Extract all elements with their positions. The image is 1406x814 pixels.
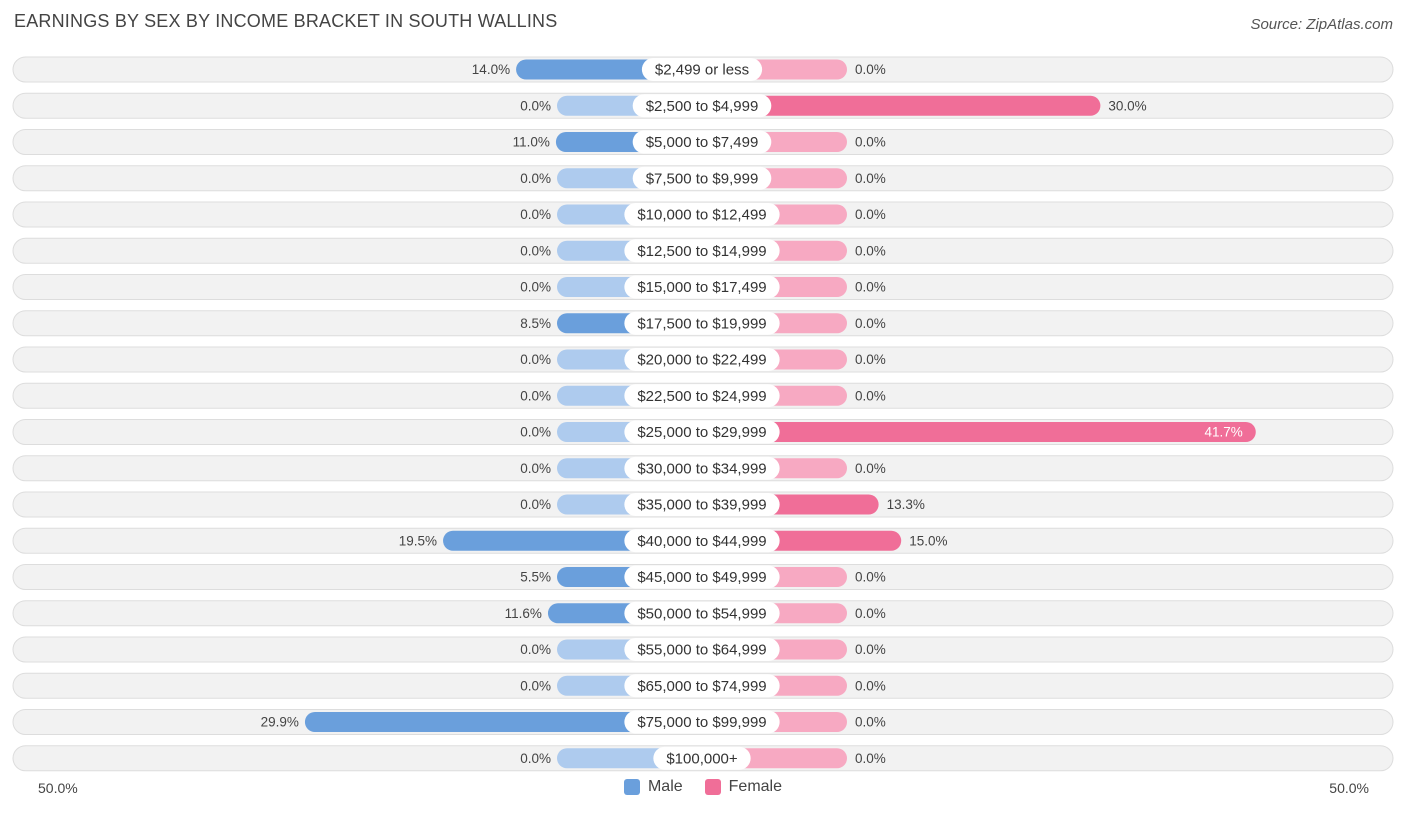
female-value-label: 0.0% [855, 461, 886, 476]
female-value-label: 0.0% [855, 352, 886, 367]
category-pill [624, 565, 780, 589]
chart-plot: $2,499 or less 14.0% 0.0% $2,500 to $4,999 0… [12, 56, 1394, 772]
female-value-label: 0.0% [855, 606, 886, 621]
category-label: $2,499 or less [655, 62, 749, 79]
legend-item-male: Male [623, 778, 683, 796]
male-value-label: 0.0% [520, 497, 551, 512]
category-pill [624, 239, 780, 263]
legend-swatch-female [704, 779, 721, 795]
female-value-label: 0.0% [855, 280, 886, 295]
category-pill [624, 348, 780, 371]
female-value-label: 0.0% [855, 207, 886, 222]
category-label: $50,000 to $54,999 [637, 605, 766, 622]
male-value-label: 0.0% [520, 642, 551, 657]
category-pill [624, 456, 780, 480]
category-pill [632, 94, 772, 118]
male-value-label: 5.5% [520, 570, 551, 585]
male-value-label: 19.5% [399, 533, 437, 548]
category-label: $100,000+ [666, 750, 738, 767]
axis-right-label: 50.0% [1329, 780, 1369, 796]
category-label: $30,000 to $34,999 [637, 460, 766, 477]
female-value-label: 15.0% [909, 533, 947, 548]
female-value-label: 0.0% [855, 715, 886, 730]
category-pill [624, 529, 780, 553]
source-label: Source: ZipAtlas.com [1250, 16, 1393, 33]
female-value-label: 0.0% [855, 678, 886, 693]
category-pill [624, 275, 780, 299]
male-value-label: 0.0% [520, 461, 551, 476]
female-value-label: 0.0% [855, 316, 886, 331]
male-value-label: 0.0% [520, 171, 551, 186]
female-value-label: 0.0% [855, 171, 886, 186]
female-value-label: 30.0% [1108, 98, 1146, 113]
male-value-label: 0.0% [520, 352, 551, 367]
male-value-label: 11.6% [505, 606, 542, 621]
female-bar [702, 422, 1256, 442]
category-pill [624, 601, 780, 625]
category-label: $15,000 to $17,499 [637, 279, 766, 296]
legend-label-female: Female [728, 778, 783, 795]
category-label: $5,000 to $7,499 [646, 134, 759, 151]
category-pill [624, 493, 780, 516]
category-pill [624, 710, 780, 734]
category-label: $75,000 to $99,999 [637, 714, 766, 731]
category-label: $2,500 to $4,999 [646, 98, 759, 115]
legend: Male Female [0, 778, 1406, 796]
male-value-label: 0.0% [520, 98, 551, 113]
female-bar [702, 95, 1101, 116]
female-value-label: 0.0% [855, 751, 886, 766]
female-value-label: 0.0% [855, 62, 886, 77]
category-label: $35,000 to $39,999 [637, 497, 766, 514]
female-value-label: 0.0% [855, 135, 886, 150]
category-label: $45,000 to $49,999 [637, 569, 766, 586]
male-value-label: 0.0% [520, 280, 551, 295]
category-pill [624, 674, 780, 698]
male-value-label: 0.0% [520, 678, 551, 693]
female-value-label: 0.0% [855, 243, 886, 258]
male-value-label: 14.0% [472, 62, 510, 77]
category-label: $22,500 to $24,999 [637, 388, 766, 405]
female-value-label: 0.0% [855, 388, 886, 403]
male-value-label: 0.0% [520, 425, 551, 440]
category-label: $12,500 to $14,999 [637, 243, 766, 260]
female-value-label: 0.0% [855, 642, 886, 657]
male-value-label: 29.9% [261, 715, 299, 730]
category-pill [653, 746, 751, 770]
category-pill [632, 130, 772, 154]
category-pill [641, 58, 763, 81]
male-value-label: 8.5% [520, 316, 551, 331]
female-value-label: 13.3% [887, 497, 925, 512]
category-pill [624, 311, 780, 335]
category-label: $55,000 to $64,999 [637, 642, 766, 659]
category-label: $7,500 to $9,999 [646, 170, 759, 187]
male-value-label: 0.0% [520, 388, 551, 403]
male-value-label: 11.0% [513, 135, 550, 150]
legend-label-male: Male [647, 778, 683, 795]
male-value-label: 0.0% [520, 751, 551, 766]
category-label: $25,000 to $29,999 [637, 424, 766, 441]
male-value-label: 0.0% [520, 243, 551, 258]
female-value-label: 41.7% [1204, 425, 1242, 440]
legend-item-female: Female [704, 778, 783, 796]
legend-swatch-male [623, 779, 640, 795]
chart-title: EARNINGS BY SEX BY INCOME BRACKET IN SOU… [14, 11, 558, 31]
female-value-label: 0.0% [855, 570, 886, 585]
category-label: $17,500 to $19,999 [637, 315, 766, 332]
axis-left-label: 50.0% [38, 780, 78, 796]
category-pill [624, 203, 780, 226]
male-value-label: 0.0% [520, 207, 551, 222]
category-pill [632, 166, 772, 190]
category-pill [624, 420, 780, 444]
category-label: $10,000 to $12,499 [637, 207, 766, 224]
category-label: $20,000 to $22,499 [637, 352, 766, 369]
category-pill [624, 384, 780, 408]
male-bar [304, 712, 702, 732]
category-label: $40,000 to $44,999 [637, 533, 766, 550]
category-pill [624, 638, 780, 661]
category-label: $65,000 to $74,999 [637, 678, 766, 695]
